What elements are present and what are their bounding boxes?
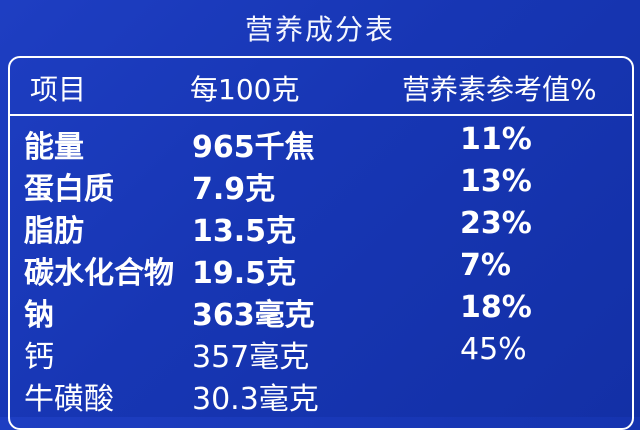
row-name: 脂肪	[24, 214, 84, 249]
table-row: 钙 357毫克 45%	[10, 332, 632, 375]
row-value: 30.3毫克	[192, 382, 319, 417]
row-value: 357毫克	[192, 340, 310, 375]
row-name: 钠	[24, 298, 54, 333]
header-nrv-percent: 营养素参考值%	[402, 73, 597, 106]
row-name: 能量	[24, 130, 84, 165]
table-row: 脂肪 13.5克 23%	[10, 206, 632, 249]
table-header-row: 项目 每100克 营养素参考值%	[10, 58, 632, 116]
nutrition-table: 项目 每100克 营养素参考值% 能量 965千焦 11% 蛋白质 7.9克 1…	[8, 56, 634, 430]
row-nrv: 7%	[460, 248, 511, 283]
table-row: 能量 965千焦 11%	[10, 122, 632, 165]
table-row: 牛磺酸 30.3毫克	[10, 374, 632, 417]
row-value: 965千焦	[192, 130, 315, 165]
header-per-100g: 每100克	[190, 73, 300, 106]
row-name: 蛋白质	[24, 172, 114, 207]
row-value: 13.5克	[192, 214, 297, 249]
row-name: 牛磺酸	[24, 382, 114, 417]
table-row: 钠 363毫克 18%	[10, 290, 632, 333]
row-nrv: 23%	[460, 206, 532, 241]
table-row: 蛋白质 7.9克 13%	[10, 164, 632, 207]
row-nrv: 11%	[460, 122, 532, 157]
row-value: 19.5克	[192, 256, 297, 291]
nutrition-panel: 营养成分表 项目 每100克 营养素参考值% 能量 965千焦 11% 蛋白质 …	[8, 13, 634, 430]
header-item: 项目	[30, 73, 87, 106]
row-nrv: 13%	[460, 164, 532, 199]
row-name: 碳水化合物	[24, 256, 174, 291]
table-title: 营养成分表	[244, 13, 395, 46]
row-value: 7.9克	[192, 172, 276, 207]
row-name: 钙	[24, 340, 54, 375]
row-nrv: 18%	[460, 290, 532, 325]
table-row: 碳水化合物 19.5克 7%	[10, 248, 632, 291]
row-nrv: 45%	[460, 332, 527, 367]
row-value: 363毫克	[192, 298, 315, 333]
